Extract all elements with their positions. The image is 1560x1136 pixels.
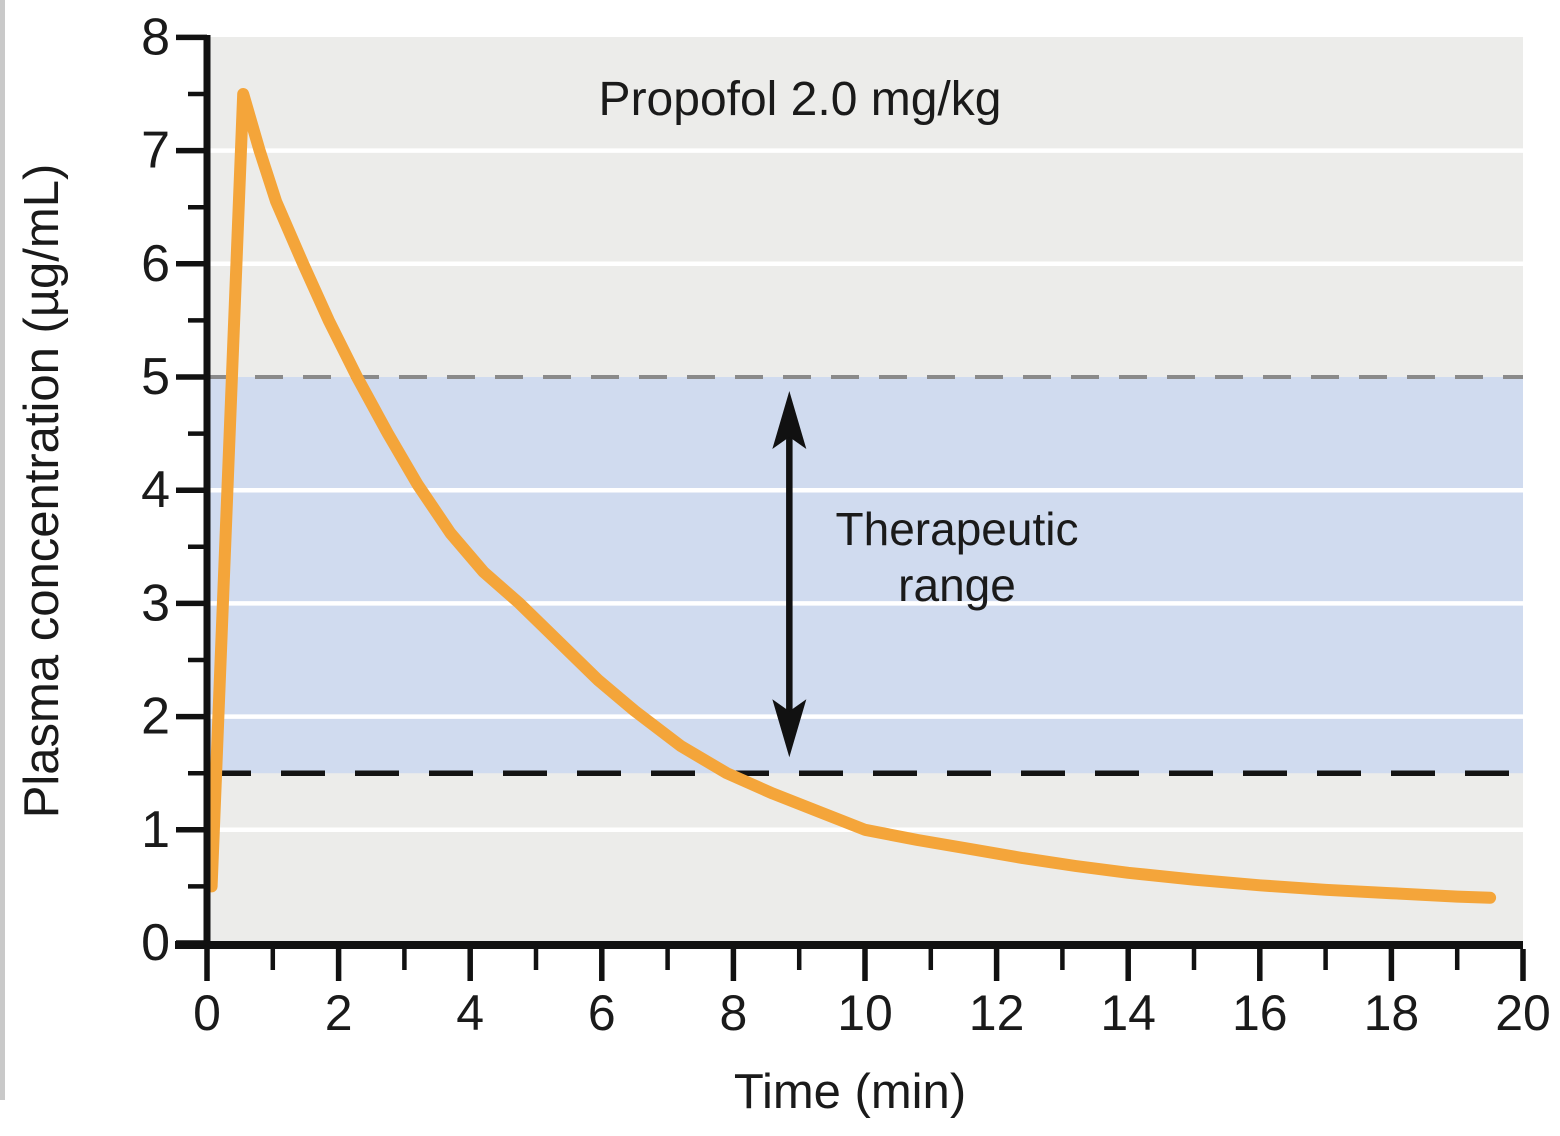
y-tick-label: 1 bbox=[141, 801, 170, 859]
x-axis-title: Time (min) bbox=[734, 1065, 966, 1119]
y-axis-title: Plasma concentration (µg/mL) bbox=[15, 164, 69, 819]
x-tick-label: 8 bbox=[719, 985, 747, 1041]
x-tick-label: 6 bbox=[588, 985, 616, 1041]
y-tick-label: 6 bbox=[141, 235, 170, 293]
range-arrow-head-top bbox=[772, 391, 807, 449]
y-tick-label: 7 bbox=[141, 122, 170, 180]
x-tick-label: 14 bbox=[1100, 985, 1156, 1041]
y-tick-label: 0 bbox=[141, 914, 170, 972]
y-tick-label: 8 bbox=[141, 8, 170, 66]
x-tick-label: 16 bbox=[1232, 985, 1288, 1041]
x-tick-label: 20 bbox=[1495, 985, 1551, 1041]
therapeutic-range-label-line1: Therapeutic bbox=[836, 503, 1079, 555]
y-tick-label: 5 bbox=[141, 348, 170, 406]
y-tick-label: 3 bbox=[141, 574, 170, 632]
y-tick-label: 4 bbox=[141, 461, 170, 519]
x-tick-label: 4 bbox=[456, 985, 484, 1041]
x-tick-label: 18 bbox=[1364, 985, 1420, 1041]
x-tick-label: 2 bbox=[325, 985, 353, 1041]
x-tick-label: 0 bbox=[193, 985, 221, 1041]
x-tick-label: 12 bbox=[969, 985, 1025, 1041]
concentration-curve bbox=[205, 88, 1497, 904]
x-tick-label: 10 bbox=[837, 985, 893, 1041]
y-tick-label: 2 bbox=[141, 688, 170, 746]
therapeutic-range-label-line2: range bbox=[898, 559, 1016, 611]
window-edge-strip bbox=[0, 0, 5, 1100]
range-arrow-head-bottom bbox=[772, 699, 807, 758]
therapeutic-band bbox=[207, 377, 1523, 774]
chart-title: Propofol 2.0 mg/kg bbox=[599, 73, 1002, 126]
